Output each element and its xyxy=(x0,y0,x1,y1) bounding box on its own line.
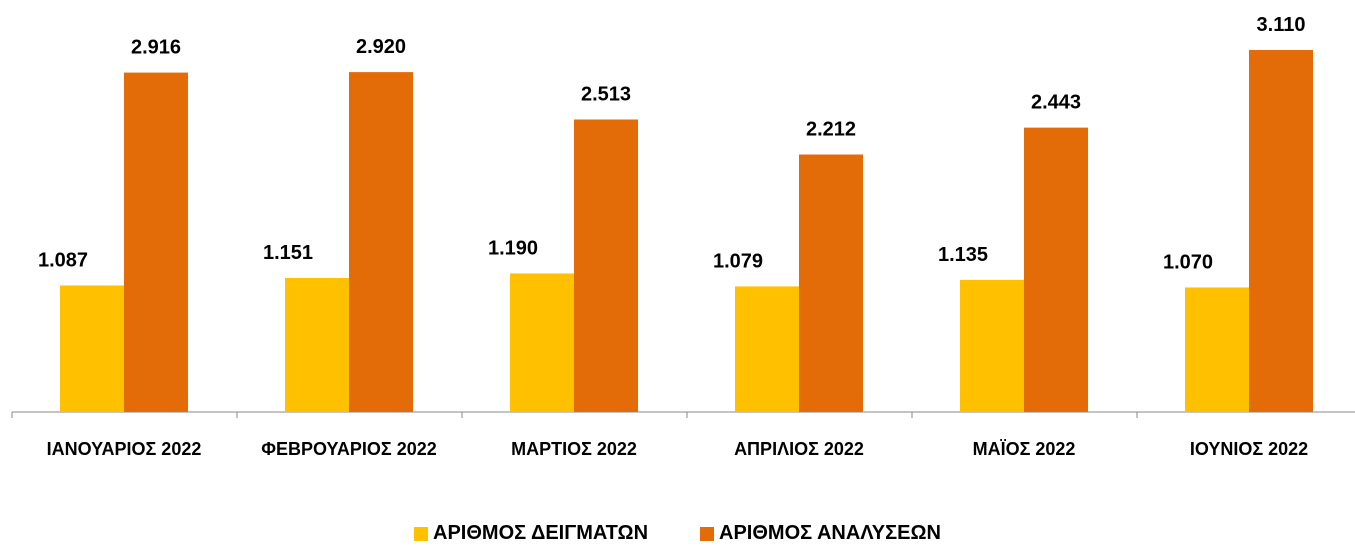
x-tick-label: ΑΠΡΙΛΙΟΣ 2022 xyxy=(734,439,864,459)
bar xyxy=(799,154,863,412)
x-tick-label: ΜΑΪΟΣ 2022 xyxy=(972,439,1076,459)
legend-item: ΑΡΙΘΜΟΣ ΔΕΙΓΜΑΤΩΝ xyxy=(414,522,648,545)
data-label: 1.087 xyxy=(38,249,88,271)
bar xyxy=(349,72,413,412)
data-label: 2.920 xyxy=(356,36,406,58)
legend-label: ΑΡΙΘΜΟΣ ΑΝΑΛΥΣΕΩΝ xyxy=(719,522,941,544)
data-label: 3.110 xyxy=(1257,14,1306,36)
legend-swatch xyxy=(414,526,429,541)
bar xyxy=(1249,50,1313,412)
legend-item: ΑΡΙΘΜΟΣ ΑΝΑΛΥΣΕΩΝ xyxy=(700,522,941,545)
data-label: 1.135 xyxy=(938,244,988,266)
bar xyxy=(285,278,349,412)
data-label: 2.212 xyxy=(806,119,856,141)
x-tick-label: ΜΑΡΤΙΟΣ 2022 xyxy=(511,439,637,459)
bar xyxy=(735,286,799,412)
x-tick-label: ΙΟΥΝΙΟΣ 2022 xyxy=(1189,439,1309,459)
data-label: 2.916 xyxy=(131,37,181,59)
data-label: 1.151 xyxy=(263,242,313,264)
bar xyxy=(960,279,1024,412)
x-tick-label: ΦΕΒΡΟΥΑΡΙΟΣ 2022 xyxy=(261,439,437,459)
data-label: 2.513 xyxy=(581,83,631,105)
bar xyxy=(574,119,638,413)
legend-swatch xyxy=(700,526,715,541)
bar xyxy=(60,285,124,412)
bar xyxy=(124,72,188,412)
data-label: 2.443 xyxy=(1031,92,1081,114)
data-label: 1.079 xyxy=(713,250,763,272)
bar xyxy=(1024,127,1088,412)
legend-label: ΑΡΙΘΜΟΣ ΔΕΙΓΜΑΤΩΝ xyxy=(433,522,649,544)
bar xyxy=(1185,287,1249,412)
x-tick-label: ΙΑΝΟΥΑΡΙΟΣ 2022 xyxy=(46,439,202,459)
data-label: 1.190 xyxy=(488,237,538,259)
legend: ΑΡΙΘΜΟΣ ΔΕΙΓΜΑΤΩΝ ΑΡΙΘΜΟΣ ΑΝΑΛΥΣΕΩΝ xyxy=(0,522,1355,545)
bar xyxy=(510,273,574,412)
data-label: 1.070 xyxy=(1163,251,1213,273)
